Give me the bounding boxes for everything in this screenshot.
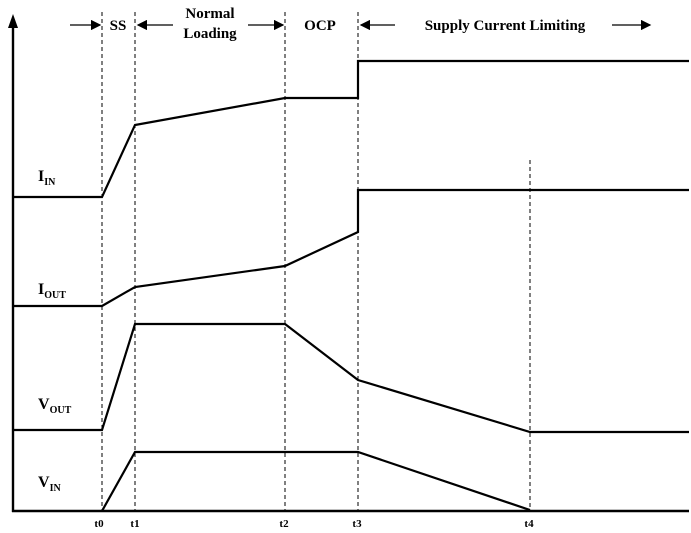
- phase-ss-label: SS: [110, 18, 127, 34]
- phase-normal-loading-line2: Loading: [183, 26, 237, 42]
- iout-waveform: [13, 188, 689, 308]
- t4-label: t4: [524, 518, 534, 530]
- iin-waveform: [13, 59, 689, 199]
- phase-supply-current-limiting-label: Supply Current Limiting: [425, 18, 586, 34]
- t2-label: t2: [279, 518, 289, 530]
- iout-label: IOUT: [38, 281, 66, 301]
- t0-label: t0: [94, 518, 104, 530]
- vin-waveform: [101, 450, 531, 512]
- t1-label: t1: [130, 518, 139, 530]
- phase-normal-loading-line1: Normal: [185, 6, 234, 22]
- vout-waveform: [13, 322, 689, 434]
- y-axis-arrowhead: [8, 14, 18, 28]
- vout-label: VOUT: [38, 396, 72, 416]
- vin-label: VIN: [38, 474, 61, 494]
- phase-ocp-label: OCP: [304, 18, 336, 34]
- t3-label: t3: [352, 518, 362, 530]
- iin-label: IIN: [38, 168, 56, 188]
